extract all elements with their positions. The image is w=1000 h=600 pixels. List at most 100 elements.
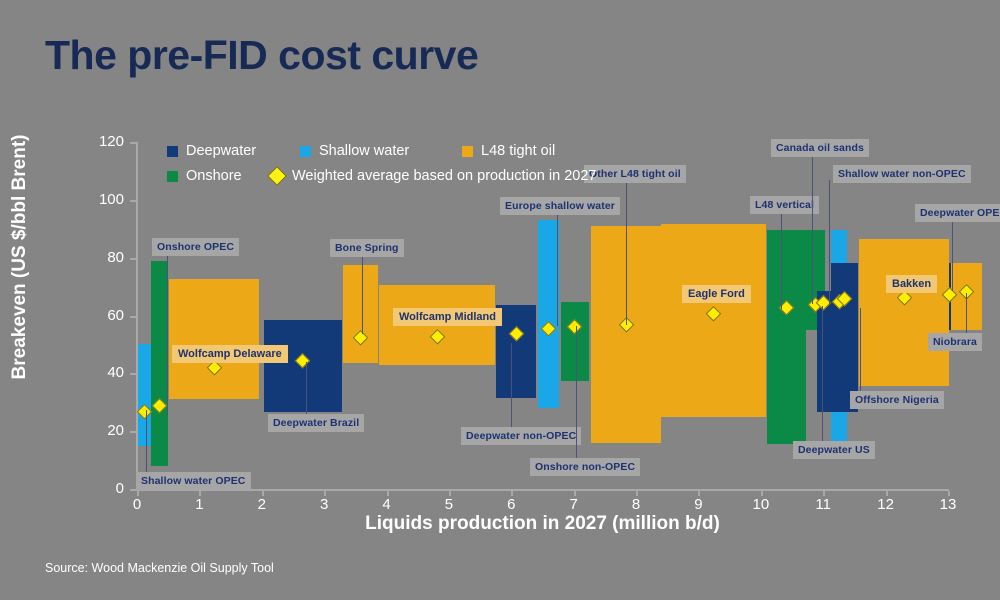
callout-label: Bone Spring — [330, 239, 404, 257]
bar-europe-shallow-water — [537, 220, 560, 409]
y-axis-tick-label: 40 — [107, 364, 124, 382]
x-axis-tick-label: 8 — [631, 496, 641, 513]
x-axis-tick-mark — [137, 491, 139, 496]
x-axis-tick-mark — [823, 491, 826, 496]
legend-swatch-icon — [167, 145, 178, 157]
callout-leader-line — [626, 180, 628, 325]
callout-label: Offshore Nigeria — [850, 391, 944, 409]
callout-label: Niobrara — [928, 333, 982, 351]
x-axis-tick-mark — [511, 491, 514, 496]
x-axis-tick-mark — [760, 491, 763, 496]
callout-label: Canada oil sands — [771, 139, 869, 157]
y-axis-tick-mark — [130, 142, 136, 144]
x-axis-tick-mark — [698, 491, 701, 496]
y-axis-tick-mark — [130, 199, 136, 202]
callout-leader-line — [576, 326, 578, 458]
callout-leader-line — [781, 210, 783, 309]
y-axis-tick-label: 80 — [107, 248, 124, 266]
callout-label: Wolfcamp Midland — [393, 308, 502, 326]
chart-legend: Deepwater Shallow water L48 tight oil Onsho… — [167, 143, 596, 191]
x-axis-tick-mark — [448, 491, 451, 496]
callout-leader-line — [146, 410, 148, 472]
legend-item[interactable]: Onshore — [167, 168, 242, 184]
x-axis-tick-label: 0 — [132, 496, 142, 513]
legend-diamond-icon — [267, 166, 287, 186]
x-axis-tick-label: 13 — [939, 496, 957, 513]
y-axis-tick-mark — [130, 257, 136, 260]
bar-onshore-opec — [151, 260, 169, 466]
y-axis-tick-label: 100 — [98, 190, 124, 208]
callout-label: Bakken — [886, 275, 938, 293]
x-axis-tick-label: 4 — [382, 496, 391, 513]
y-axis-tick-label: 60 — [107, 306, 124, 324]
y-axis-tick-mark — [130, 315, 136, 318]
callout-leader-line — [966, 293, 968, 333]
bar-deepwater-us — [816, 290, 831, 413]
x-axis-tick-mark — [948, 491, 950, 496]
y-axis-tick-label: 0 — [115, 480, 124, 497]
legend-item-label: Onshore — [186, 168, 242, 184]
x-axis-tick-label: 11 — [815, 496, 831, 513]
callout-leader-line — [822, 306, 824, 441]
x-axis-tick-label: 10 — [752, 496, 770, 513]
x-axis-tick-label: 7 — [569, 496, 578, 513]
x-axis-tick-label: 1 — [195, 496, 204, 513]
x-axis-tick-label: 3 — [319, 496, 329, 513]
x-axis-tick-label: 5 — [444, 496, 454, 513]
callout-leader-line — [557, 212, 559, 326]
callout-label: L48 vertical — [750, 196, 819, 214]
legend-item[interactable]: Shallow water — [300, 143, 409, 159]
callout-label: Deepwater US — [793, 441, 875, 459]
callout-leader-line — [829, 180, 831, 304]
y-axis-line — [136, 142, 138, 490]
y-axis-title: Breakeven (US $/bbl Brent) — [9, 134, 30, 380]
bar-l48-vertical — [767, 230, 807, 445]
x-axis-tick-label: 12 — [877, 496, 894, 513]
callout-label: Other L48 tight oil — [584, 165, 686, 183]
y-axis-tick-label: 20 — [107, 422, 124, 440]
x-axis-tick-mark — [324, 491, 327, 496]
legend-item[interactable]: L48 tight oil — [462, 143, 555, 159]
legend-swatch-icon — [167, 170, 178, 182]
y-axis-tick-mark — [130, 489, 136, 491]
callout-label: Eagle Ford — [682, 285, 751, 303]
bar-shallow-water-opec — [138, 344, 151, 446]
source-note: Source: Wood Mackenzie Oil Supply Tool — [45, 561, 274, 575]
x-axis-tick-mark — [573, 491, 576, 496]
callout-leader-line — [167, 252, 169, 415]
bar-offshore-nigeria — [831, 263, 859, 413]
bar-onshore-non-opec — [560, 302, 589, 381]
y-axis-tick-mark — [130, 431, 136, 434]
callout-label: Deepwater non-OPEC — [461, 427, 582, 445]
callout-label: Europe shallow water — [500, 197, 620, 215]
callout-label: Wolfcamp Delaware — [172, 345, 288, 363]
y-axis-tick-label: 120 — [98, 133, 124, 150]
x-axis-tick-mark — [386, 491, 389, 496]
legend-item-label: Shallow water — [319, 143, 410, 159]
callout-leader-line — [362, 253, 364, 334]
legend-item[interactable]: Weighted average based on production in … — [267, 166, 596, 186]
callout-leader-line — [860, 308, 862, 391]
callout-leader-line — [952, 218, 954, 291]
callout-label: Onshore OPEC — [152, 238, 240, 256]
legend-item-label: Deepwater — [186, 143, 257, 159]
callout-leader-line — [306, 362, 308, 414]
x-axis-tick-mark — [885, 491, 888, 496]
legend-swatch-icon — [462, 145, 473, 157]
callout-leader-line — [511, 343, 513, 427]
x-axis-line — [136, 489, 949, 491]
x-axis-tick-label: 9 — [694, 496, 703, 513]
callout-label: Deepwater OPEC — [915, 204, 1000, 222]
bar-bakken — [859, 238, 950, 387]
legend-item-label: L48 tight oil — [481, 143, 556, 159]
x-axis-tick-mark — [199, 491, 202, 496]
callout-label: Shallow water non-OPEC — [833, 165, 971, 183]
page-title: The pre-FID cost curve — [45, 32, 479, 78]
callout-label: Deepwater Brazil — [268, 414, 365, 432]
callout-leader-line — [812, 153, 814, 304]
x-axis-tick-mark — [261, 491, 264, 496]
y-axis-tick-mark — [130, 373, 136, 376]
bar-wolfcamp-delaware — [169, 279, 259, 400]
callout-label: Onshore non-OPEC — [530, 458, 641, 476]
legend-item[interactable]: Deepwater — [167, 143, 256, 159]
